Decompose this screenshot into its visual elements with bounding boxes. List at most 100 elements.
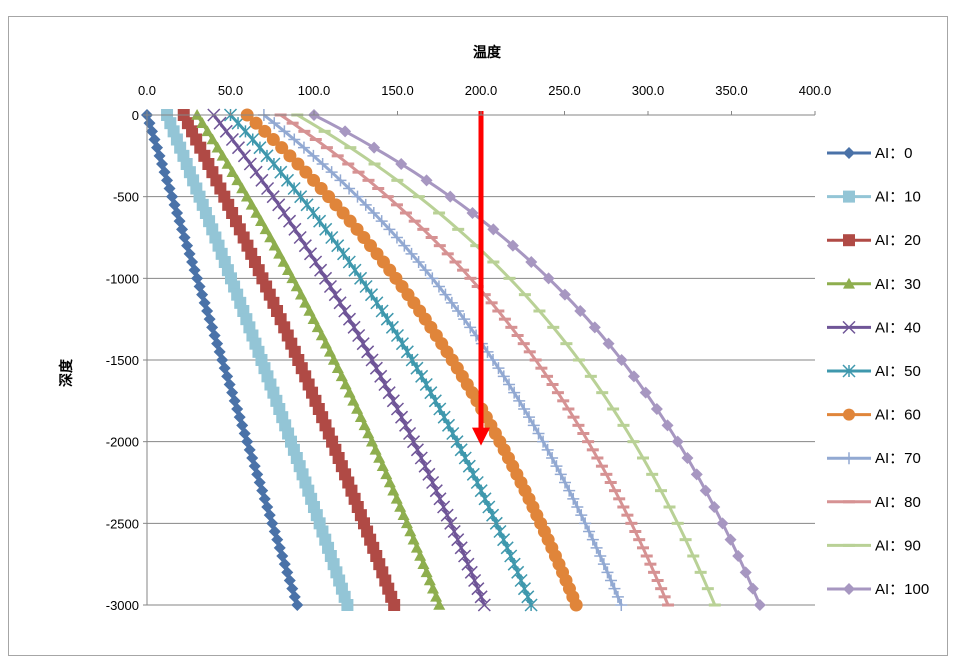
data-point	[325, 230, 339, 245]
data-point	[537, 435, 550, 448]
data-point	[457, 268, 470, 272]
legend-item: AI：100	[827, 581, 929, 598]
data-point	[583, 525, 596, 538]
legend-item: AI：80	[827, 494, 921, 511]
data-point	[608, 489, 621, 493]
data-point	[320, 146, 333, 150]
data-point	[843, 190, 855, 203]
data-point	[406, 435, 421, 449]
y-tick-label: -2500	[106, 516, 139, 531]
series-10	[308, 109, 766, 611]
data-point	[405, 247, 418, 260]
data-point	[600, 472, 613, 476]
data-point	[681, 452, 694, 464]
x-tick-label: 50.0	[218, 83, 243, 98]
data-point	[648, 570, 661, 574]
data-point	[201, 125, 214, 137]
data-point	[497, 370, 510, 383]
data-point	[541, 374, 554, 378]
x-tick-label: 400.0	[799, 83, 832, 98]
data-point	[477, 598, 491, 612]
data-point	[272, 198, 286, 212]
data-point	[343, 182, 356, 195]
x-tick-label: 100.0	[298, 83, 331, 98]
y-tick-label: 0	[132, 108, 139, 123]
legend-label: AI：0	[875, 145, 913, 162]
legend-label: AI：10	[875, 189, 921, 206]
data-point	[523, 411, 536, 424]
data-point	[426, 582, 439, 594]
data-point	[655, 587, 668, 591]
data-point	[410, 443, 424, 457]
data-point	[376, 460, 389, 471]
x-tick-label: 0.0	[138, 83, 156, 98]
data-point	[468, 573, 482, 588]
data-point	[550, 460, 563, 473]
data-point	[335, 370, 348, 382]
data-point	[629, 530, 642, 533]
data-point	[708, 603, 721, 607]
data-point	[374, 369, 388, 383]
data-point	[474, 590, 488, 604]
y-tick-label: -2000	[106, 435, 139, 450]
data-point	[432, 280, 445, 293]
data-point	[582, 440, 595, 444]
data-point	[231, 141, 245, 155]
data-point	[843, 543, 855, 547]
data-point	[368, 141, 381, 154]
data-point	[259, 223, 272, 235]
data-point	[400, 517, 413, 529]
data-point	[597, 558, 610, 571]
legend-item: AI：30	[827, 276, 921, 293]
data-point	[310, 509, 323, 522]
data-point	[253, 141, 267, 155]
data-point	[365, 353, 379, 367]
data-point	[464, 321, 477, 334]
data-point	[412, 256, 425, 268]
data-point	[328, 288, 342, 302]
data-point	[418, 459, 432, 473]
data-point	[250, 207, 263, 218]
data-point	[219, 124, 233, 138]
data-point	[627, 370, 640, 383]
data-point	[518, 403, 531, 415]
data-point	[503, 276, 516, 280]
data-point	[492, 309, 505, 313]
data-point	[387, 484, 400, 496]
data-point	[562, 407, 575, 411]
data-point	[517, 342, 530, 346]
data-point	[843, 583, 855, 595]
data-point	[248, 256, 261, 268]
data-point	[644, 562, 657, 566]
data-point	[404, 525, 417, 537]
data-point	[382, 386, 396, 400]
data-point	[255, 215, 268, 226]
data-point	[352, 170, 365, 174]
data-point	[471, 582, 485, 596]
data-point	[694, 570, 707, 574]
data-point	[746, 582, 759, 595]
data-point	[513, 394, 526, 407]
data-point	[361, 345, 375, 359]
data-point	[206, 133, 219, 145]
data-point	[390, 492, 403, 504]
data-point	[338, 304, 352, 318]
y-tick-label: -500	[113, 190, 139, 205]
data-point	[843, 408, 855, 421]
data-point	[333, 296, 347, 310]
data-point	[164, 117, 177, 130]
data-point	[196, 117, 209, 128]
data-point	[364, 288, 379, 302]
data-point	[261, 181, 275, 196]
data-point	[843, 147, 855, 159]
data-point	[221, 158, 234, 169]
data-point	[478, 293, 491, 297]
data-point	[708, 501, 721, 513]
data-point	[607, 407, 620, 411]
data-point	[433, 492, 447, 506]
data-point	[591, 456, 604, 460]
data-point	[525, 256, 538, 268]
data-point	[298, 239, 312, 253]
data-point	[444, 516, 458, 530]
data-point	[739, 566, 752, 579]
